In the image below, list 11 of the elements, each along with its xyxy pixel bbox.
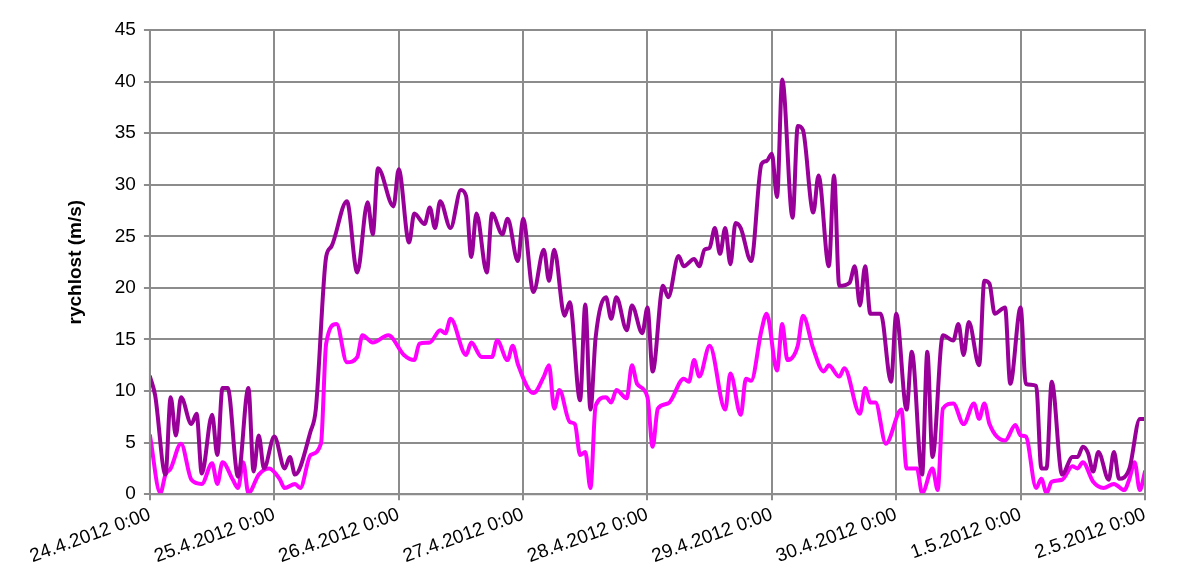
y-tick-label: 40 bbox=[114, 69, 136, 91]
y-tick-label: 45 bbox=[114, 18, 136, 40]
y-tick-label: 25 bbox=[114, 224, 136, 246]
y-tick-label: 20 bbox=[114, 276, 136, 298]
y-tick-label: 30 bbox=[114, 172, 136, 194]
y-tick-label: 10 bbox=[114, 379, 136, 401]
y-tick-label: 15 bbox=[114, 327, 136, 349]
y-tick-label: 0 bbox=[125, 482, 136, 504]
y-axis-title: rychlost (m/s) bbox=[63, 199, 85, 325]
y-tick-label: 35 bbox=[114, 121, 136, 143]
y-tick-label: 5 bbox=[125, 430, 136, 452]
